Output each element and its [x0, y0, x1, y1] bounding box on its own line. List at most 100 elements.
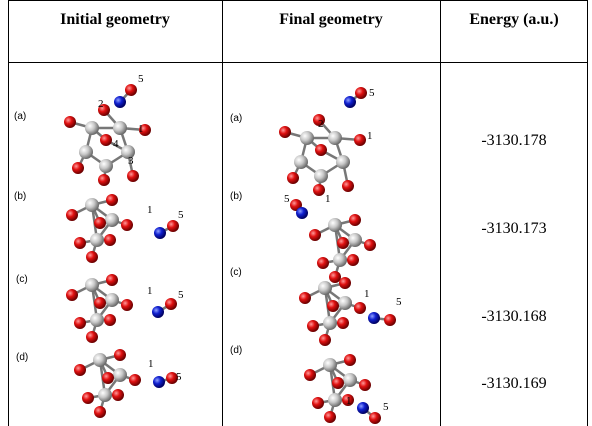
atom	[348, 233, 362, 247]
atom	[98, 174, 110, 186]
atom	[318, 281, 332, 295]
atom	[313, 184, 325, 196]
atom	[384, 314, 396, 326]
atom	[347, 254, 359, 266]
atom-label: 4	[113, 138, 119, 150]
atom	[74, 317, 86, 329]
atom	[90, 233, 104, 247]
atom	[294, 155, 308, 169]
atom	[165, 298, 177, 310]
atom	[66, 209, 78, 221]
row-label: (a)	[14, 111, 26, 122]
atom-label: 5	[178, 289, 184, 301]
row-label: (d)	[230, 345, 242, 356]
atom-label: 5	[284, 193, 290, 205]
atom	[64, 116, 76, 128]
atom	[85, 121, 99, 135]
atom	[94, 406, 106, 418]
atom-label: 3	[128, 155, 134, 167]
atom	[355, 87, 367, 99]
atom	[317, 257, 329, 269]
atom	[66, 289, 78, 301]
atom	[299, 292, 311, 304]
atom	[279, 126, 291, 138]
atom	[307, 320, 319, 332]
atom	[314, 169, 328, 183]
atom	[329, 271, 341, 283]
atom	[323, 358, 337, 372]
atom	[342, 180, 354, 192]
atom	[287, 172, 299, 184]
atom	[315, 144, 327, 156]
energy: -3130.169	[481, 375, 546, 392]
atom-label: 5	[396, 296, 402, 308]
atom	[359, 379, 371, 391]
atom	[152, 306, 164, 318]
energy: -3130.168	[481, 308, 546, 325]
row-label: (a)	[230, 113, 242, 124]
atom	[328, 218, 342, 232]
atom	[99, 159, 113, 173]
atom	[105, 213, 119, 227]
atom	[121, 299, 133, 311]
atom	[309, 229, 321, 241]
atom-label: 1	[147, 204, 153, 216]
atom	[104, 314, 116, 326]
atom	[93, 353, 107, 367]
atom	[167, 220, 179, 232]
atom-label: 1	[148, 358, 154, 370]
atom-label: 1	[138, 123, 144, 135]
atom-label: 1	[367, 130, 373, 142]
atom	[85, 278, 99, 292]
atom	[339, 277, 351, 289]
atom-label: 2	[98, 98, 104, 110]
atom	[368, 312, 380, 324]
atom	[333, 253, 347, 267]
atom	[82, 392, 94, 404]
atom-label: 1	[364, 288, 370, 300]
atom	[337, 317, 349, 329]
atom	[106, 194, 118, 206]
atom	[94, 297, 106, 309]
header: Initial geometry	[60, 11, 170, 28]
atom	[125, 84, 137, 96]
atom-label: 5	[383, 401, 389, 413]
atom-label: 1	[325, 193, 331, 205]
atom	[323, 316, 337, 330]
atom	[104, 234, 116, 246]
atom	[114, 349, 126, 361]
atom	[324, 411, 336, 423]
atom	[113, 121, 127, 135]
atom	[100, 134, 112, 146]
atom-label: 2	[318, 118, 324, 130]
atom	[98, 388, 112, 402]
atom	[154, 227, 166, 239]
atom	[337, 237, 349, 249]
atom	[74, 237, 86, 249]
atom	[102, 372, 114, 384]
atom	[338, 296, 352, 310]
atom	[328, 393, 342, 407]
atom	[112, 389, 124, 401]
atom	[74, 364, 86, 376]
energy: -3130.178	[481, 132, 546, 149]
row-label: (c)	[16, 274, 28, 285]
atom	[354, 134, 366, 146]
atom	[344, 354, 356, 366]
atom-label: 5	[369, 87, 375, 99]
row-label: (b)	[230, 191, 242, 202]
atom-label: 1	[346, 395, 352, 407]
atom	[332, 377, 344, 389]
atom	[85, 198, 99, 212]
header: Energy (a.u.)	[469, 11, 558, 28]
atom	[336, 155, 350, 169]
row-label: (d)	[16, 352, 28, 363]
atom-label: 5	[178, 209, 184, 221]
atom	[94, 217, 106, 229]
atom	[354, 302, 366, 314]
atom	[319, 334, 331, 346]
atom	[296, 207, 308, 219]
atom	[343, 373, 357, 387]
atom	[349, 214, 361, 226]
atom	[300, 131, 314, 145]
